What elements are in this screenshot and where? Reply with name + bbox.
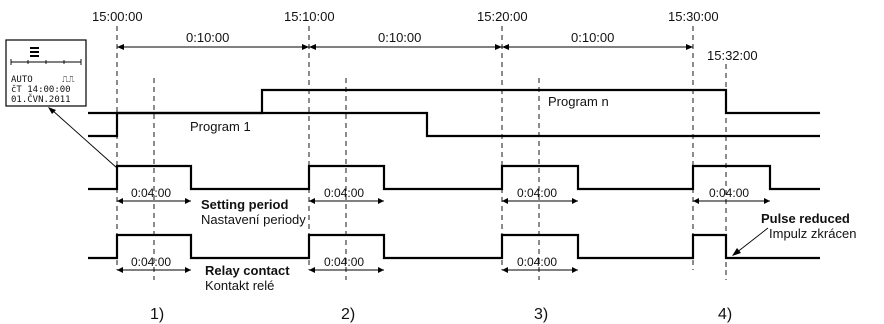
relay-duration-dimension-2 [309,267,384,273]
display-mode: AUTO [11,75,33,85]
program-n-signal [88,88,820,115]
interval-dimension-2 [309,44,502,50]
setting-duration-dimension-1 [117,198,191,204]
device-display: AUTO ⎍⎍ čT 14:00:00 01.ČVN.2011 [5,39,87,107]
setting-duration-dimension-4 [693,198,770,204]
setting-duration-label-4: 0:04:00 [709,186,749,200]
time-label-1532: 15:32:00 [707,48,758,63]
setting-duration-label-3: 0:04:00 [517,186,557,200]
interval-dimension-3 [502,44,693,50]
marker-label-3: 3) [534,306,548,323]
program-n-label: Program n [548,94,609,109]
setting-period-signal [88,164,820,191]
display-date: 01.ČVN.2011 [11,93,71,105]
interval-dimension-1 [117,44,309,50]
relay-contact-signal [88,233,820,260]
interval-label-3: 0:10:00 [571,30,614,45]
marker-label-4: 4) [718,306,732,323]
display-pulse-icon: ⎍⎍ [62,75,75,85]
marker-label-1: 1) [150,306,164,323]
setting-period-subtitle: Nastavení periody [201,212,306,227]
interval-label-2: 0:10:00 [378,30,421,45]
relay-contact-title: Relay contact [205,263,290,278]
time-label-1510: 15:10:00 [284,9,335,24]
pulse-reduced-title: Pulse reduced [761,211,850,226]
display-pointer-arrow [48,107,118,169]
relay-duration-label-3: 0:04:00 [517,255,557,269]
relay-duration-label-2: 0:04:00 [324,255,364,269]
program-1-signal [88,111,820,138]
setting-duration-label-1: 0:04:00 [131,186,171,200]
setting-duration-dimension-2 [309,198,384,204]
time-label-1500: 15:00:00 [92,9,143,24]
program-1-label: Program 1 [190,119,251,134]
setting-duration-label-2: 0:04:00 [324,186,364,200]
pulse-reduced-subtitle: Impulz zkrácen [769,226,856,241]
relay-contact-subtitle: Kontakt relé [205,278,274,293]
time-label-1520: 15:20:00 [477,9,528,24]
setting-period-title: Setting period [201,197,288,212]
time-label-1530: 15:30:00 [668,9,719,24]
relay-duration-label-1: 0:04:00 [131,255,171,269]
pulse-reduced-arrow [732,227,769,256]
setting-duration-dimension-3 [502,198,578,204]
relay-duration-dimension-1 [117,267,191,273]
marker-label-2: 2) [341,306,355,323]
relay-duration-dimension-3 [502,267,578,273]
interval-label-1: 0:10:00 [186,30,229,45]
display-time: čT 14:00:00 [11,84,71,95]
